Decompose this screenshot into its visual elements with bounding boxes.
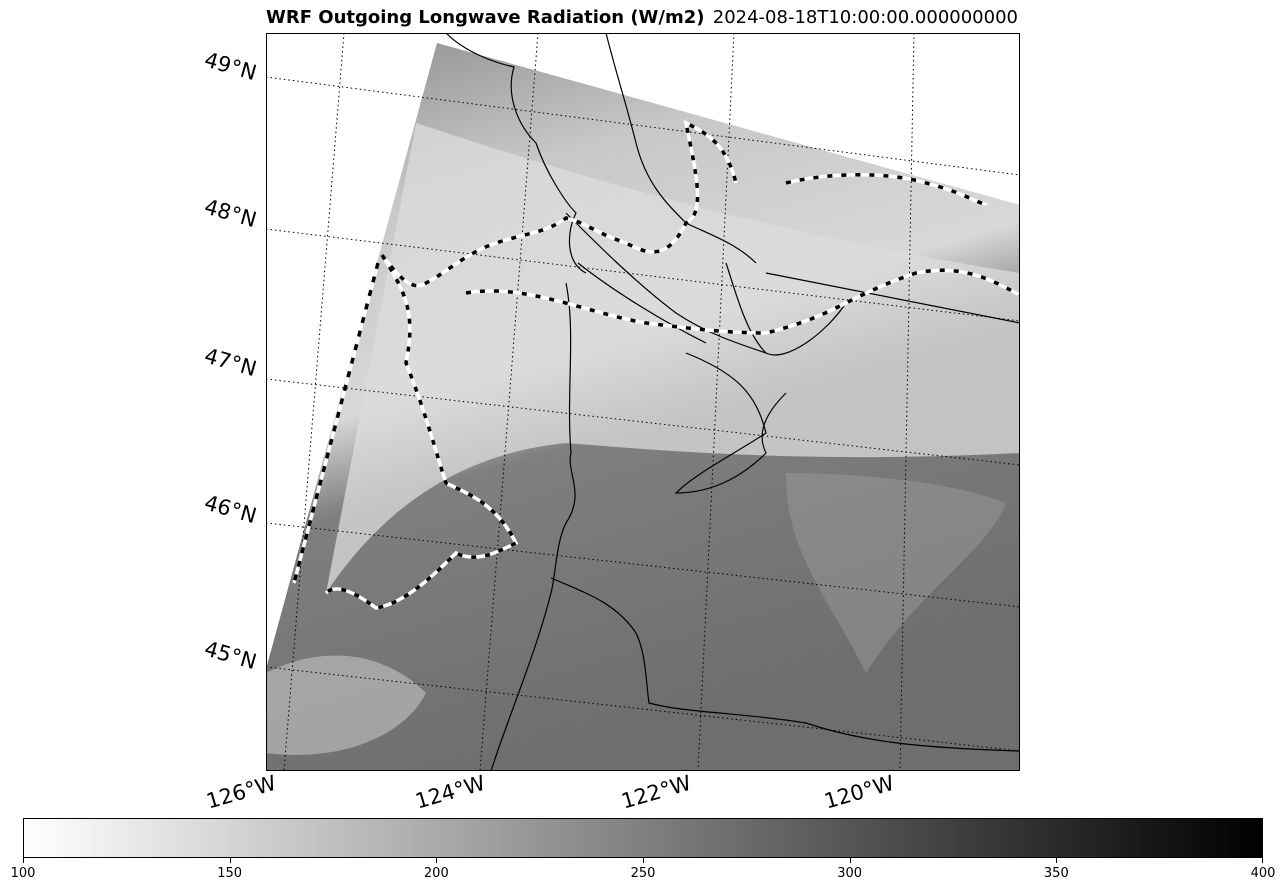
colorbar-tick xyxy=(23,858,24,863)
colorbar-tick-label: 250 xyxy=(630,866,656,881)
coastlines xyxy=(445,33,1020,771)
lon-label-126w: 126°W xyxy=(203,770,279,814)
lon-label-120w: 120°W xyxy=(821,770,897,814)
colorbar-tick-label: 150 xyxy=(217,866,243,881)
latitude-gridlines xyxy=(266,76,1020,752)
colorbar-tick xyxy=(436,858,438,863)
colorbar-tick-label: 300 xyxy=(837,866,863,881)
colorbar-tick xyxy=(849,858,851,863)
colorbar-tick xyxy=(1056,858,1058,863)
lat-label-49n: 49°N xyxy=(201,47,260,86)
cloud-patch-southwest xyxy=(266,655,426,755)
cloud-patch-east xyxy=(786,473,1006,673)
colorbar-tick xyxy=(229,858,231,863)
plot-timestamp: 2024-08-18T10:00:00.000000000 xyxy=(712,7,1018,28)
lat-label-46n: 46°N xyxy=(201,490,260,529)
colorbar-tick xyxy=(643,858,644,863)
colorbar-tick-label: 100 xyxy=(10,866,36,881)
lat-label-45n: 45°N xyxy=(201,636,260,675)
land-boundary xyxy=(292,119,1020,610)
colorbar-tick-label: 350 xyxy=(1043,866,1069,881)
colorbar-tick-label: 200 xyxy=(423,866,449,881)
colorbar xyxy=(23,818,1263,858)
lat-label-48n: 48°N xyxy=(201,194,260,233)
map-panel xyxy=(266,33,1020,771)
colorbar-tick-label: 400 xyxy=(1250,866,1276,881)
plot-title: WRF Outgoing Longwave Radiation (W/m2) xyxy=(266,7,705,28)
lon-label-124w: 124°W xyxy=(412,770,488,814)
map-border xyxy=(266,33,1020,771)
lon-label-122w: 122°W xyxy=(618,770,694,814)
lat-label-47n: 47°N xyxy=(201,343,260,382)
colorbar-tick xyxy=(1262,858,1263,863)
longitude-gridlines xyxy=(283,33,915,771)
